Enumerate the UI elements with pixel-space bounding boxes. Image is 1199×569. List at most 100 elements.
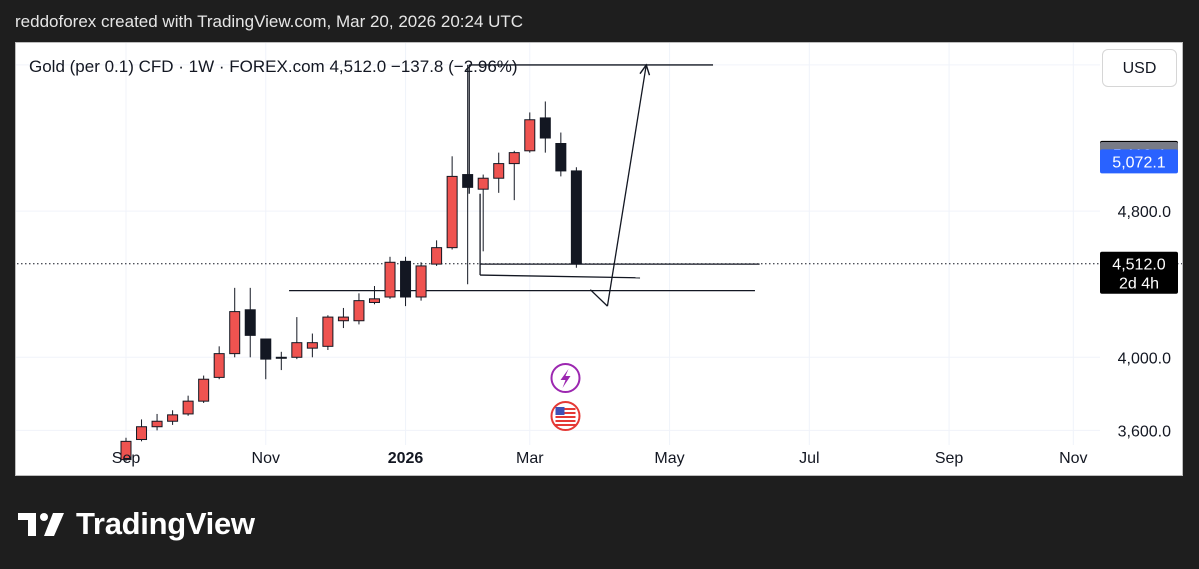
candle (555, 132, 567, 177)
candle-body (539, 117, 551, 139)
x-tick-label: Nov (1059, 450, 1087, 467)
candle (384, 256, 396, 299)
candle (229, 287, 241, 358)
candle-body (136, 426, 148, 441)
candle-body (524, 119, 536, 152)
candle (477, 174, 489, 252)
candle (353, 293, 365, 325)
candle-body (120, 440, 132, 461)
candle-body (151, 420, 163, 428)
candle-body (337, 316, 349, 322)
candle (244, 287, 256, 358)
candle (182, 395, 194, 416)
x-tick-label: Mar (516, 450, 544, 467)
candle-body (198, 378, 210, 402)
candle-body (400, 260, 412, 298)
candle-body (477, 177, 489, 190)
candle (415, 262, 427, 301)
candle (151, 413, 163, 431)
candle (462, 64, 474, 285)
price-label-text: 5,072.1 (1112, 154, 1165, 171)
candle (524, 112, 536, 153)
price-label: 5,072.1 (1100, 149, 1178, 174)
candle (400, 256, 412, 307)
candle-body (291, 342, 303, 358)
candle-body (260, 338, 272, 360)
candle (198, 375, 210, 403)
candle (368, 286, 380, 305)
symbol-interval: 1W (188, 57, 215, 76)
x-tick-label: Sep (112, 450, 141, 467)
drawing-trend-line (480, 274, 641, 279)
tradingview-wordmark: TradingView (76, 506, 255, 541)
x-tick-label: Jul (799, 450, 819, 467)
candle (322, 315, 334, 350)
tradingview-logo-icon (18, 513, 64, 536)
chart-caption: reddoforex created with TradingView.com,… (15, 12, 524, 31)
candle-body (570, 170, 582, 265)
drawing-arrow-segment (589, 289, 608, 307)
price-label-bg (1100, 149, 1178, 174)
price-label-text: 4,512.0 (1112, 257, 1165, 274)
candle-body (275, 356, 287, 359)
currency-button[interactable]: USD (1102, 49, 1177, 87)
grid-lines (16, 43, 1182, 445)
x-tick-label: Nov (252, 450, 280, 467)
candle-body (431, 247, 443, 265)
candles-layer (120, 64, 582, 462)
candle-body (244, 309, 256, 336)
event-markers (550, 363, 581, 431)
drawing-layer (289, 65, 760, 307)
price-label-bg (1100, 251, 1178, 294)
candle-body (322, 316, 334, 347)
symbol-last-price: 4,512.0 (329, 57, 387, 76)
y-axis: 5,600.04,800.04,000.03,600.0 (1118, 58, 1171, 440)
separator: · (178, 57, 189, 76)
candle (508, 150, 520, 201)
y-tick-label: 3,600.0 (1118, 423, 1171, 440)
candle-body (446, 175, 458, 249)
candle (260, 338, 272, 380)
symbol-exchange: FOREX.com (229, 57, 325, 76)
candle (493, 152, 505, 193)
countdown-text: 2d 4h (1119, 276, 1159, 293)
candle-body (167, 414, 179, 422)
footer-branding: TradingView (18, 506, 255, 542)
candle (275, 351, 287, 371)
symbol-change: −137.8 (−2.96%) (390, 57, 518, 76)
candle (570, 167, 582, 268)
x-tick-label: Sep (935, 450, 964, 467)
x-tick-label: 2026 (388, 450, 424, 467)
price-label: 4,512.0 2d 4h (1100, 251, 1178, 294)
candle-body (415, 265, 427, 298)
candle-body (384, 261, 396, 298)
candle-body (229, 311, 241, 355)
candle (213, 346, 225, 380)
price-labels: 5,118.45,112.45,072.14,512.02d 4h (1100, 140, 1178, 294)
x-tick-label: May (654, 450, 684, 467)
flash-event-icon (550, 363, 581, 393)
candle-body (508, 152, 520, 165)
drawing-arrow-segment (606, 65, 646, 307)
candle (539, 101, 551, 153)
candle-body (555, 143, 567, 172)
candle-body (493, 163, 505, 179)
candle (120, 437, 132, 462)
symbol-name: Gold (per 0.1) CFD (29, 57, 174, 76)
symbol-info: Gold (per 0.1) CFD · 1W · FOREX.com 4,51… (29, 57, 518, 77)
y-tick-label: 4,000.0 (1118, 350, 1171, 367)
candle (167, 410, 179, 425)
candle-body (462, 174, 474, 188)
candle-body (353, 300, 365, 322)
candle-body (306, 342, 318, 349)
candle (291, 317, 303, 360)
us-flag-icon (550, 401, 581, 431)
candle-body (182, 400, 194, 415)
candle (337, 307, 349, 329)
x-axis: Sep Nov 2026 Mar May Jul Sep Nov (112, 450, 1088, 467)
candle (446, 156, 458, 250)
y-tick-label: 4,800.0 (1118, 204, 1171, 221)
candle (306, 333, 318, 358)
